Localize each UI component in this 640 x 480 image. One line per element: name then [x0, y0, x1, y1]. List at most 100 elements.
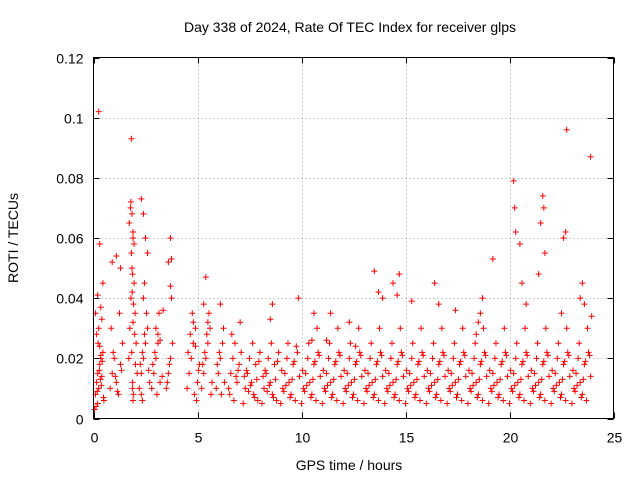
- data-point: [99, 358, 106, 365]
- data-point: [388, 340, 395, 347]
- data-point: [126, 325, 133, 332]
- data-point: [214, 361, 221, 368]
- data-point: [184, 385, 191, 392]
- x-axis-label: GPS time / hours: [296, 457, 403, 473]
- data-point: [446, 385, 453, 392]
- data-point: [399, 352, 406, 359]
- data-point: [129, 271, 136, 278]
- data-point: [536, 394, 543, 401]
- data-point: [546, 373, 553, 380]
- data-point: [575, 355, 582, 362]
- data-point: [428, 382, 435, 389]
- data-point: [344, 370, 351, 377]
- data-point: [128, 349, 135, 356]
- data-point: [541, 250, 548, 257]
- data-point: [165, 259, 172, 266]
- data-point: [208, 391, 215, 398]
- data-point: [404, 385, 411, 392]
- data-point: [306, 379, 313, 386]
- data-point: [352, 361, 359, 368]
- data-point: [495, 394, 502, 401]
- data-point: [127, 295, 134, 302]
- data-point: [437, 397, 444, 404]
- data-point: [202, 274, 209, 281]
- y-tick-label: 0.12: [56, 51, 83, 67]
- data-point: [360, 400, 367, 407]
- data-point: [560, 235, 567, 241]
- data-point: [419, 349, 426, 356]
- data-point: [553, 382, 560, 389]
- data-point: [94, 400, 101, 407]
- data-point: [421, 373, 428, 380]
- data-point: [280, 388, 287, 395]
- data-point: [131, 241, 138, 248]
- data-point: [494, 379, 501, 386]
- x-tick-label: 10: [295, 430, 311, 446]
- data-point: [459, 325, 466, 332]
- data-point: [431, 280, 438, 287]
- data-point: [278, 367, 285, 374]
- data-point: [241, 373, 248, 380]
- data-point: [448, 370, 455, 377]
- data-point: [253, 376, 260, 383]
- data-point: [512, 228, 519, 235]
- data-point: [346, 355, 353, 362]
- data-point: [150, 370, 157, 377]
- data-point: [539, 361, 546, 368]
- data-point: [384, 388, 391, 395]
- data-point: [539, 192, 546, 199]
- data-point: [498, 361, 505, 368]
- data-point: [510, 177, 517, 184]
- data-point: [345, 382, 352, 389]
- data-point: [523, 301, 530, 308]
- data-point: [303, 382, 310, 389]
- data-point: [114, 388, 121, 395]
- data-point: [94, 388, 101, 395]
- data-point: [117, 265, 124, 272]
- data-point: [144, 250, 151, 257]
- data-point: [587, 153, 594, 160]
- data-point: [264, 388, 271, 395]
- data-point: [309, 376, 316, 383]
- data-point: [447, 388, 454, 395]
- data-point: [290, 361, 297, 368]
- data-point: [202, 355, 209, 362]
- data-point: [579, 391, 586, 398]
- data-point: [333, 397, 340, 404]
- data-point: [314, 325, 321, 332]
- data-point: [95, 325, 102, 332]
- data-point: [529, 385, 536, 392]
- data-point: [168, 256, 175, 263]
- data-point: [198, 385, 205, 392]
- data-point: [141, 280, 148, 287]
- data-point: [527, 400, 534, 407]
- data-point: [581, 361, 588, 368]
- data-point: [408, 355, 415, 362]
- data-point: [440, 352, 447, 359]
- data-point: [561, 358, 568, 365]
- data-point: [324, 382, 331, 389]
- data-point: [335, 349, 342, 356]
- data-point: [433, 391, 440, 398]
- data-point: [219, 340, 226, 347]
- data-point: [418, 325, 425, 332]
- data-point: [385, 370, 392, 377]
- data-point: [186, 370, 193, 377]
- data-point: [455, 376, 462, 383]
- data-point: [481, 349, 488, 356]
- data-point: [240, 400, 247, 407]
- data-point: [315, 349, 322, 356]
- data-point: [153, 391, 160, 398]
- data-point: [300, 385, 307, 392]
- data-point: [374, 358, 381, 365]
- data-point: [411, 394, 418, 401]
- data-point: [244, 370, 251, 377]
- data-point: [367, 355, 374, 362]
- data-point: [263, 370, 270, 377]
- data-point: [288, 391, 295, 398]
- data-point: [130, 319, 137, 326]
- data-point: [383, 385, 390, 392]
- data-point: [426, 388, 433, 395]
- data-point: [403, 367, 410, 374]
- data-point: [562, 397, 569, 404]
